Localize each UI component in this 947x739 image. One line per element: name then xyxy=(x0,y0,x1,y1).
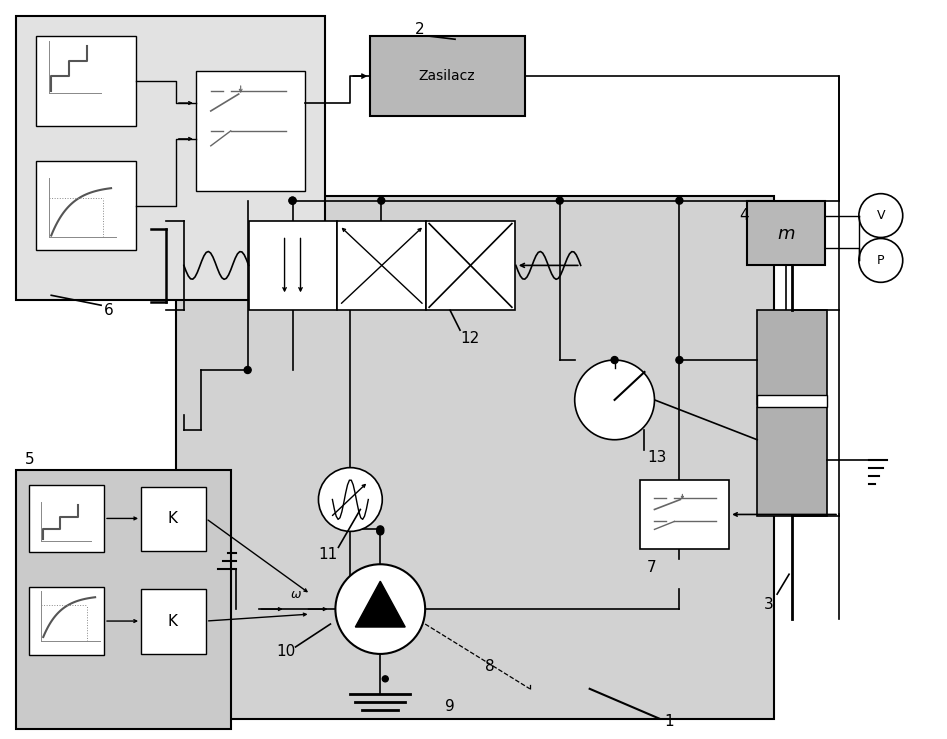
Circle shape xyxy=(575,360,654,440)
Text: 13: 13 xyxy=(648,450,667,465)
Circle shape xyxy=(318,468,383,531)
Text: 5: 5 xyxy=(25,452,34,467)
Bar xyxy=(29,485,104,552)
Polygon shape xyxy=(355,581,405,627)
Circle shape xyxy=(378,197,384,204)
Bar xyxy=(141,589,205,654)
Bar xyxy=(758,407,827,517)
Circle shape xyxy=(377,526,384,533)
Circle shape xyxy=(676,356,683,364)
Bar xyxy=(758,395,827,407)
Text: 4: 4 xyxy=(740,208,749,223)
Text: P: P xyxy=(877,254,884,267)
Circle shape xyxy=(377,528,384,535)
Text: 7: 7 xyxy=(647,559,656,575)
Text: 6: 6 xyxy=(104,303,114,318)
Text: $\omega$: $\omega$ xyxy=(290,588,301,601)
Circle shape xyxy=(383,676,388,682)
Bar xyxy=(249,220,337,310)
Text: K: K xyxy=(168,613,178,629)
Bar xyxy=(196,71,306,191)
Text: Zasilacz: Zasilacz xyxy=(419,69,475,83)
Circle shape xyxy=(289,197,296,204)
Bar xyxy=(337,220,426,310)
Text: 1: 1 xyxy=(665,714,674,729)
Bar xyxy=(36,161,136,251)
Bar xyxy=(758,310,827,405)
Circle shape xyxy=(611,356,618,364)
Text: 12: 12 xyxy=(460,330,479,346)
Circle shape xyxy=(556,197,563,204)
Text: V: V xyxy=(877,209,885,222)
Bar xyxy=(176,196,774,719)
Bar xyxy=(141,486,205,551)
Circle shape xyxy=(859,239,902,282)
Circle shape xyxy=(289,197,296,204)
Text: 8: 8 xyxy=(485,659,494,675)
Circle shape xyxy=(335,565,425,654)
Text: 9: 9 xyxy=(445,699,455,714)
Bar xyxy=(16,469,231,729)
Bar xyxy=(16,16,326,300)
Text: 11: 11 xyxy=(319,547,338,562)
Bar xyxy=(639,480,729,549)
Bar xyxy=(426,220,515,310)
Text: $m$: $m$ xyxy=(777,225,795,242)
Circle shape xyxy=(244,367,251,373)
Text: 10: 10 xyxy=(276,644,295,659)
Circle shape xyxy=(859,194,902,237)
Bar xyxy=(370,36,525,116)
Bar xyxy=(747,200,825,265)
Text: 3: 3 xyxy=(764,596,774,612)
Text: K: K xyxy=(168,511,178,526)
Circle shape xyxy=(676,197,683,204)
Text: 2: 2 xyxy=(416,21,425,37)
Bar xyxy=(36,36,136,126)
Bar xyxy=(29,588,104,655)
